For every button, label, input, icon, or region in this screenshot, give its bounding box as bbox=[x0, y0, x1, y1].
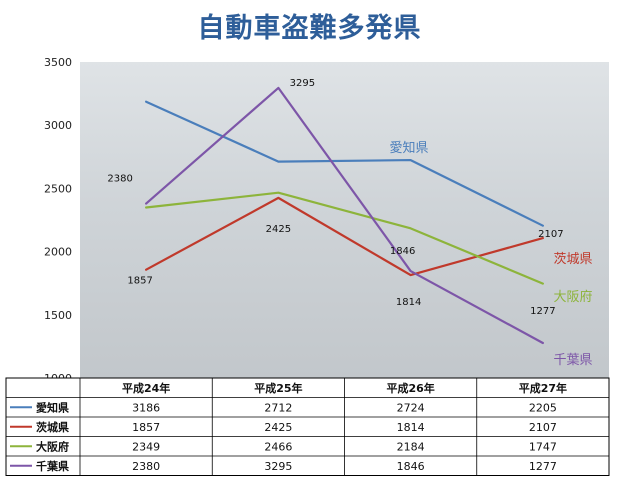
table-cell-value: 1277 bbox=[529, 460, 557, 473]
table-cell-value: 1857 bbox=[132, 421, 160, 434]
table-cell-value: 2425 bbox=[264, 421, 292, 434]
data-label: 2107 bbox=[538, 229, 563, 240]
x-category-label: 平成27年 bbox=[519, 381, 567, 395]
table-cell-value: 3295 bbox=[264, 460, 292, 473]
chart-title: 自動車盗難多発県 bbox=[197, 13, 422, 44]
series-line bbox=[145, 86, 544, 345]
data-table bbox=[5, 377, 610, 476]
table-cell-value: 2184 bbox=[397, 440, 425, 453]
data-label: 3295 bbox=[290, 78, 315, 89]
plot-background bbox=[80, 62, 609, 378]
legend-label: 千葉県 bbox=[36, 459, 69, 473]
x-category-label: 平成25年 bbox=[254, 381, 302, 395]
x-category-label: 平成24年 bbox=[122, 381, 170, 395]
table-cell-value: 1846 bbox=[397, 460, 425, 473]
y-tick-label: 2500 bbox=[44, 182, 72, 195]
data-label: 1814 bbox=[396, 297, 421, 308]
data-label: 1846 bbox=[390, 246, 415, 257]
x-category-label: 平成26年 bbox=[386, 381, 434, 395]
y-tick-label: 3500 bbox=[44, 56, 72, 69]
table-cell-value: 2712 bbox=[264, 401, 292, 414]
table-cell-value: 1747 bbox=[529, 440, 557, 453]
y-tick-label: 1500 bbox=[44, 309, 72, 322]
table-cell-value: 2466 bbox=[264, 440, 292, 453]
series-name-label: 愛知県 bbox=[389, 140, 428, 156]
data-label: 1277 bbox=[530, 306, 555, 317]
series-line bbox=[145, 191, 544, 285]
data-label: 2380 bbox=[107, 174, 132, 185]
table-cell-value: 2380 bbox=[132, 460, 160, 473]
data-label: 1857 bbox=[127, 276, 152, 287]
table-cell-value: 3186 bbox=[132, 401, 160, 414]
legend-label: 愛知県 bbox=[36, 400, 69, 414]
table-cell-value: 2349 bbox=[132, 440, 160, 453]
y-tick-label: 2000 bbox=[44, 246, 72, 259]
series-name-label: 千葉県 bbox=[553, 353, 592, 368]
series-name-label: 茨城県 bbox=[553, 252, 592, 267]
legend-label: 大阪府 bbox=[36, 439, 69, 453]
series-name-label: 大阪府 bbox=[553, 290, 592, 305]
table-cell-value: 2107 bbox=[529, 421, 557, 434]
data-label: 2425 bbox=[266, 224, 291, 235]
y-tick-label: 3000 bbox=[44, 119, 72, 132]
legend-label: 茨城県 bbox=[36, 420, 69, 434]
series-line bbox=[145, 100, 544, 227]
table-cell-value: 1814 bbox=[397, 421, 425, 434]
table-cell-value: 2205 bbox=[529, 401, 557, 414]
table-cell-value: 2724 bbox=[397, 401, 425, 414]
